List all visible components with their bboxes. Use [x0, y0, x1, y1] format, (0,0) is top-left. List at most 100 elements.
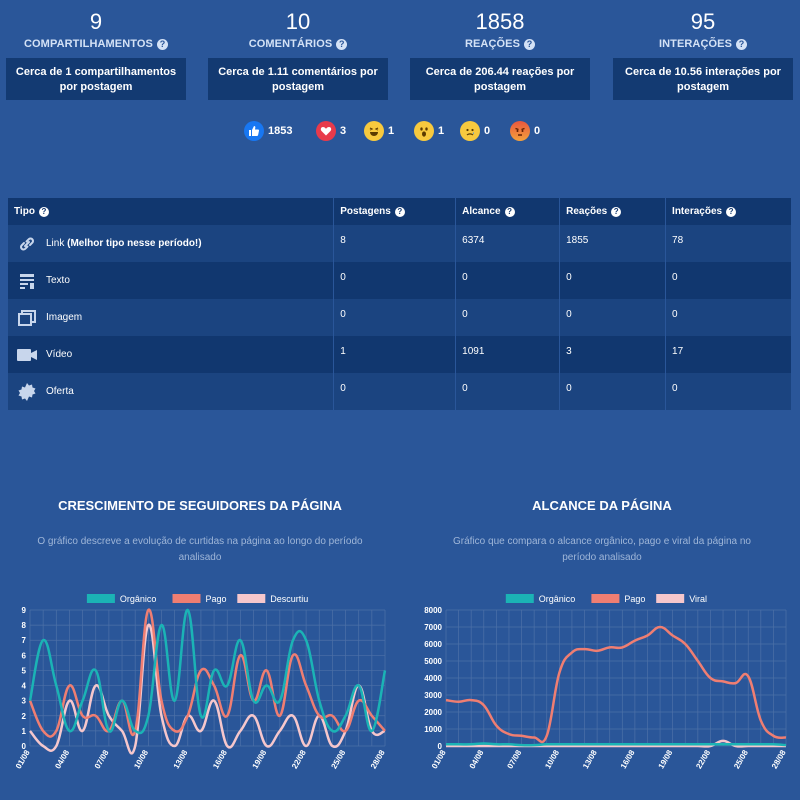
stat-detail-box: Cerca de 10.56 interações por postagem	[613, 58, 793, 100]
cell-alcance: 1091	[455, 336, 561, 373]
y-tick-label: 2	[22, 712, 27, 721]
y-tick-label: 6000	[424, 640, 442, 649]
y-tick-label: 8	[22, 621, 27, 630]
y-tick-label: 0	[22, 742, 27, 751]
x-tick-label: 16/08	[619, 748, 637, 770]
x-tick-label: 01/08	[430, 748, 448, 770]
stat-value: 95	[690, 9, 716, 34]
table-row: Texto 0 0 0 0	[8, 262, 792, 299]
stat-label-text: COMPARTILHAMENTOS	[23, 38, 153, 50]
cell-alcance: 0	[455, 262, 561, 299]
col-postagens: Postagens?	[333, 198, 457, 225]
table-row: Vídeo 1 1091 3 17	[8, 336, 792, 373]
legend-label[interactable]: Pago	[206, 594, 227, 604]
help-icon[interactable]: ?	[157, 39, 168, 50]
cell-tipo: Oferta	[8, 373, 335, 410]
reaction-angry: 0	[510, 118, 540, 144]
subtitle-line: Gráfico que compara o alcance orgânico, …	[453, 536, 751, 547]
video-icon	[16, 344, 38, 366]
tipo-label: Imagem	[46, 312, 83, 323]
followers-line-chart: Orgânico Pago Descurtiu 0 1 2 3 4 5 6 7 8 9 01/08 04/0…	[14, 594, 387, 770]
series-line	[28, 608, 387, 735]
help-icon[interactable]: ?	[394, 207, 405, 217]
legend-swatch[interactable]	[505, 594, 534, 603]
haha-icon	[364, 121, 384, 141]
legend-swatch[interactable]	[86, 594, 115, 603]
table-row: Link (Melhor tipo nesse período!) 8 6374…	[8, 225, 792, 262]
cell-tipo: Vídeo	[8, 336, 335, 373]
x-tick-label: 04/08	[53, 748, 71, 770]
cell-reacoes: 0	[559, 373, 667, 410]
reaction-haha: 1	[364, 118, 394, 144]
sad-icon	[460, 121, 480, 141]
help-icon[interactable]: ?	[726, 207, 737, 217]
reaction-count: 0	[534, 125, 541, 137]
stat-value: 9	[89, 9, 103, 34]
help-icon[interactable]: ?	[336, 39, 348, 50]
help-icon[interactable]: ?	[611, 207, 622, 217]
y-tick-label: 0	[438, 742, 443, 751]
table-header-row: Tipo? Postagens? Alcance? Reações? Inter…	[8, 198, 792, 225]
stat-label-text: REAÇÕES	[464, 38, 521, 50]
legend-label[interactable]: Pago	[624, 594, 645, 604]
cell-tipo: Link (Melhor tipo nesse período!)	[8, 225, 335, 262]
x-tick-label: 28/08	[770, 748, 788, 770]
cell-interacoes: 0	[665, 262, 792, 299]
cell-reacoes: 3	[559, 336, 667, 373]
cell-postagens: 0	[333, 373, 457, 410]
y-tick-label: 5	[22, 666, 27, 675]
reaction-count: 1	[438, 125, 445, 137]
x-tick-label: 19/08	[657, 748, 675, 770]
cell-interacoes: 17	[665, 336, 792, 373]
subtitle-line: período analisado	[562, 552, 642, 563]
y-tick-label: 2000	[424, 708, 442, 717]
legend-swatch[interactable]	[237, 594, 266, 603]
reaction-count: 1	[388, 125, 395, 137]
cell-alcance: 0	[455, 373, 561, 410]
like-icon	[244, 121, 264, 141]
x-tick-label: 04/08	[468, 748, 486, 770]
legend-label[interactable]: Orgânico	[120, 594, 157, 604]
legend-label[interactable]: Viral	[689, 594, 707, 604]
link-icon	[16, 233, 38, 255]
reaction-count: 3	[340, 125, 347, 137]
y-tick-label: 9	[22, 606, 27, 615]
reaction-count: 0	[484, 125, 491, 137]
series-line	[29, 623, 386, 755]
table-row: Imagem 0 0 0 0	[8, 299, 792, 336]
legend-label[interactable]: Descurtiu	[270, 594, 308, 604]
stat-comments: 10 COMENTÁRIOS?	[208, 8, 388, 50]
stat-label: INTERAÇÕES?	[613, 38, 793, 50]
help-icon[interactable]: ?	[524, 39, 536, 50]
y-tick-label: 1000	[424, 725, 442, 734]
y-tick-label: 4	[22, 682, 27, 691]
y-tick-label: 4000	[424, 674, 442, 683]
tipo-label: Vídeo	[46, 349, 73, 360]
chart-subtitle-followers: O gráfico descreve a evolução de curtida…	[10, 534, 390, 566]
stats-section: 9 COMPARTILHAMENTOS? Cerca de 1 comparti…	[0, 0, 800, 110]
stat-value: 1858	[475, 9, 525, 34]
col-alcance: Alcance?	[455, 198, 561, 225]
cell-interacoes: 0	[665, 299, 792, 336]
help-icon[interactable]: ?	[736, 39, 748, 50]
chart-subtitle-reach: Gráfico que compara o alcance orgânico, …	[412, 534, 792, 566]
legend-label[interactable]: Orgânico	[539, 594, 576, 604]
help-icon[interactable]: ?	[504, 207, 515, 217]
cell-interacoes: 0	[665, 373, 792, 410]
tipo-label: Texto	[46, 275, 70, 286]
stat-value: 10	[285, 9, 311, 34]
love-icon	[316, 121, 336, 141]
help-icon[interactable]: ?	[38, 207, 49, 217]
stat-detail-box: Cerca de 206.44 reações por postagem	[410, 58, 590, 100]
reaction-count: 1853	[268, 125, 293, 137]
col-tipo-label: Tipo	[14, 206, 35, 217]
series-line	[445, 625, 787, 744]
legend-swatch[interactable]	[656, 594, 685, 603]
cell-reacoes: 1855	[559, 225, 667, 262]
legend-swatch[interactable]	[591, 594, 620, 603]
cell-postagens: 0	[333, 299, 457, 336]
cell-postagens: 1	[333, 336, 457, 373]
reaction-wow: 1	[414, 118, 444, 144]
reaction-love: 3	[316, 118, 346, 144]
legend-swatch[interactable]	[172, 594, 201, 603]
